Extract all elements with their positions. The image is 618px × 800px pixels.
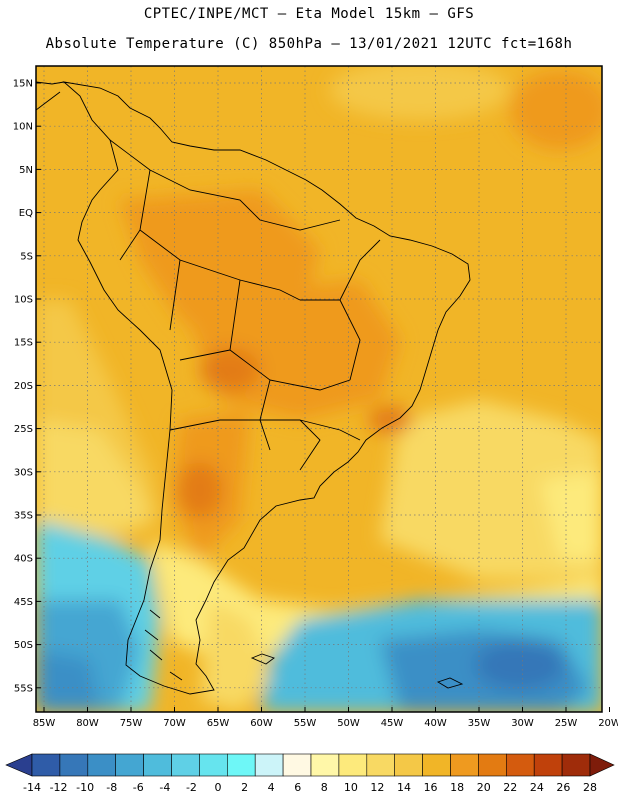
- lon-tick-label: 55W: [294, 718, 317, 729]
- colorbar-label: 4: [268, 781, 275, 794]
- colorbar-swatch: [366, 753, 395, 777]
- lat-tick-label: 15N: [13, 79, 33, 90]
- colorbar-label: 18: [450, 781, 464, 794]
- colorbar-label: -4: [159, 781, 170, 794]
- colorbar-label: -10: [76, 781, 94, 794]
- colorbar-min-arrow: [5, 753, 33, 777]
- south-georgia: [436, 677, 464, 689]
- colorbar-max-arrow: [589, 753, 615, 777]
- colorbar-label: 12: [370, 781, 384, 794]
- lon-tick-label: 60W: [250, 718, 273, 729]
- lat-tick-label: 35S: [14, 511, 33, 522]
- lon-tick-label: 85W: [33, 718, 56, 729]
- colorbar-label: 0: [215, 781, 222, 794]
- colorbar-swatch: [31, 753, 61, 777]
- colorbar-label: 20: [477, 781, 491, 794]
- lat-tick-label: 5S: [20, 251, 33, 262]
- colorbar-swatch: [282, 753, 312, 777]
- colorbar-swatch: [310, 753, 340, 777]
- latitude-axis: 15N 10N 5N EQ 5S 10S 15S 20S 25S 30S 35S 40S 45S 50S 5…: [13, 79, 41, 694]
- lon-tick-label: 65W: [207, 718, 230, 729]
- lon-tick-label: 25W: [555, 718, 578, 729]
- colorbar-swatch: [422, 753, 451, 777]
- lon-tick-label: 45W: [381, 718, 404, 729]
- lat-tick-label: 20S: [14, 381, 33, 392]
- temperature-field: [36, 66, 602, 712]
- central-america: [36, 81, 65, 111]
- colorbar-swatch: [143, 753, 172, 777]
- colorbar-swatch: [115, 753, 144, 777]
- lon-tick-label: 50W: [337, 718, 360, 729]
- map-plot-area: [36, 66, 602, 712]
- colorbar-swatch: [394, 753, 423, 777]
- lon-tick-label: 80W: [76, 718, 99, 729]
- colorbar-swatch: [450, 753, 479, 777]
- lon-tick-label: 70W: [163, 718, 186, 729]
- colorbar-swatch: [87, 753, 117, 777]
- map-frame: [35, 65, 603, 713]
- colorbar-label: 2: [241, 781, 248, 794]
- colorbar-label: 8: [321, 781, 328, 794]
- colorbar-label: -8: [106, 781, 117, 794]
- colorbar-swatch: [59, 753, 89, 777]
- lat-tick-label: 25S: [14, 424, 33, 435]
- lat-tick-label: 15S: [14, 338, 33, 349]
- longitude-axis: 85W 80W 75W 70W 65W 60W 55W 50W 45W 40W 35W 30W 25W 2…: [33, 707, 618, 729]
- colorbar-label: 28: [583, 781, 597, 794]
- colorbar-swatch: [505, 753, 535, 777]
- lon-tick-label: 40W: [424, 718, 447, 729]
- colorbar-label: 16: [424, 781, 438, 794]
- colorbar-label: 10: [344, 781, 358, 794]
- lat-tick-label: 40S: [14, 554, 33, 565]
- colorbar-label: 24: [530, 781, 544, 794]
- lon-tick-label: 35W: [468, 718, 491, 729]
- colorbar-label: 26: [556, 781, 570, 794]
- lat-tick-label: 5N: [19, 165, 33, 176]
- south-america-coastline: [62, 81, 471, 695]
- fuegian-archipelago: [144, 609, 183, 681]
- colorbar-label: -14: [23, 781, 41, 794]
- map-title-line-2: Absolute Temperature (C) 850hPa – 13/01/…: [45, 36, 573, 52]
- borders: [109, 139, 381, 471]
- colorbar-swatch: [227, 753, 256, 777]
- colorbar-label: -12: [50, 781, 68, 794]
- colorbar-swatch: [171, 753, 200, 777]
- colorbar-label: 14: [397, 781, 411, 794]
- lat-tick-label: 10S: [14, 295, 33, 306]
- colorbar-swatch: [338, 753, 368, 777]
- lat-tick-label: 50S: [14, 640, 33, 651]
- falkland-islands: [250, 653, 275, 665]
- colorbar-swatch: [254, 753, 284, 777]
- colorbar-label: 6: [294, 781, 301, 794]
- lat-tick-label: 55S: [14, 683, 33, 694]
- lon-tick-label: 30W: [511, 718, 534, 729]
- lat-tick-label: 30S: [14, 467, 33, 478]
- lat-tick-label: 45S: [14, 597, 33, 608]
- colorbar-swatch: [533, 753, 563, 777]
- lat-tick-label: 10N: [13, 122, 33, 133]
- coastlines-and-borders: [36, 81, 471, 695]
- colorbar-label: -2: [186, 781, 197, 794]
- lon-tick-label: 20W: [598, 718, 618, 729]
- temperature-colorbar: -14 -12 -10 -8 -6 -4 -2 0 2 4 6 8 10 12 14 16 18 20 22 24 26…: [5, 753, 615, 794]
- colorbar-swatch: [199, 753, 228, 777]
- lon-tick-label: 75W: [120, 718, 143, 729]
- colorbar-label: 22: [503, 781, 517, 794]
- colorbar-swatch: [561, 753, 591, 777]
- colorbar-label: -6: [133, 781, 144, 794]
- colorbar-swatch: [478, 753, 507, 777]
- lat-tick-label: EQ: [19, 208, 33, 219]
- map-title-line-1: CPTEC/INPE/MCT – Eta Model 15km – GFS: [143, 6, 475, 22]
